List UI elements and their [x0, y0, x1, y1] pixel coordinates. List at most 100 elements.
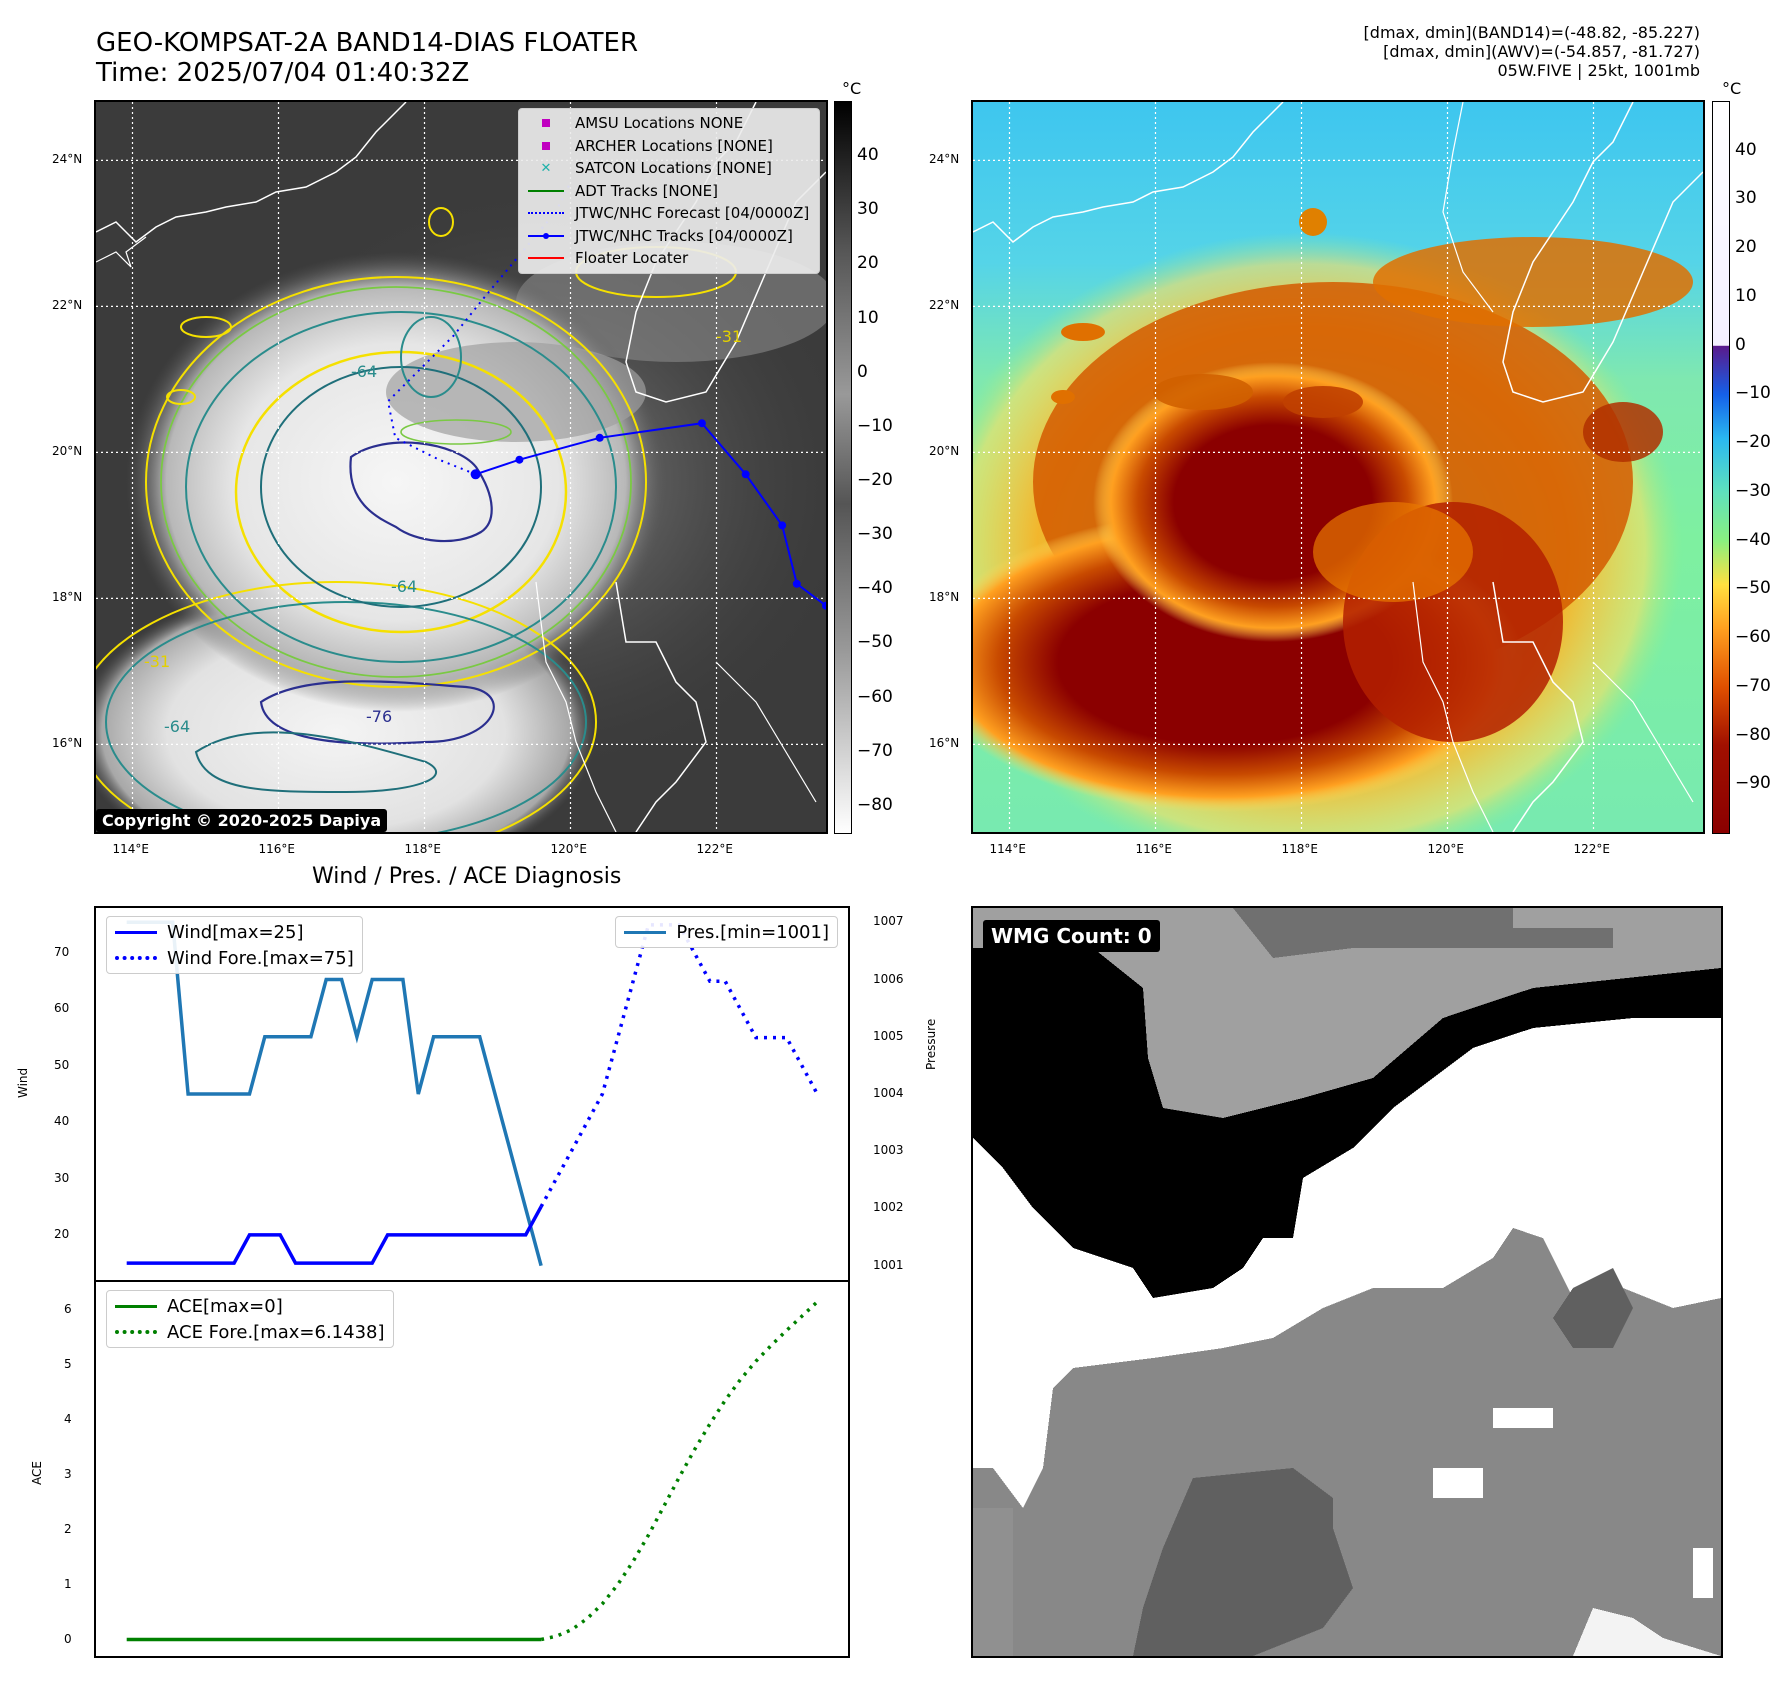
contour-label: -31 [716, 327, 742, 346]
lon-tick-label: 122°E [1573, 842, 1611, 856]
ir-map-panel: -31 -64 -76 -31 -64 -64 AMSU Locations N… [94, 100, 828, 834]
legend-item-archer: ARCHER Locations [NONE] [519, 135, 819, 158]
ace-tick-label: 1 [64, 1576, 72, 1591]
lat-tick-label: 16°N [929, 736, 960, 751]
ace-tick-label: 6 [64, 1301, 72, 1316]
blue-dotted-line-icon [115, 956, 157, 960]
pressure-tick-label: 1006 [873, 971, 904, 986]
ace-plot [126, 1300, 819, 1642]
colorbar-tick-label: −30 [1735, 480, 1771, 501]
awv-map [973, 102, 1703, 832]
colorbar-bw-unit: °C [842, 79, 862, 98]
legend-item-ace: ACE[max=0] [107, 1293, 393, 1319]
pressure-tick-label: 1005 [873, 1028, 904, 1043]
awv-map-panel [971, 100, 1705, 834]
colorbar-tick-label: −10 [1735, 383, 1771, 404]
colorbar-tick-label: −20 [1735, 432, 1771, 453]
colorbar-tick-label: −70 [857, 740, 893, 761]
info-band14-range: [dmax, dmin](BAND14)=(-48.82, -85.227) [1363, 23, 1700, 42]
figure-title: GEO-KOMPSAT-2A BAND14-DIAS FLOATER Time:… [96, 28, 638, 88]
wmg-map [973, 908, 1721, 1656]
track-point [778, 521, 787, 530]
pressure-tick-label: 1007 [873, 914, 904, 929]
legend-item-pressure: Pres.[min=1001] [616, 919, 837, 945]
wind-tick-label: 20 [54, 1226, 70, 1241]
legend-item-ace-forecast: ACE Fore.[max=6.1438] [107, 1319, 393, 1345]
legend-item-satcon: ✕ SATCON Locations [NONE] [519, 157, 819, 180]
ace-tick-label: 0 [64, 1631, 72, 1646]
wind-axis-label: Wind [16, 1067, 30, 1098]
wind-tick-label: 70 [54, 945, 70, 960]
lon-tick-label: 114°E [989, 842, 1027, 856]
contour-label: -64 [351, 362, 377, 381]
contour-label: -64 [391, 577, 417, 596]
teal-x-icon: ✕ [540, 160, 552, 176]
green-line-icon [525, 184, 567, 198]
lon-tick-label: 122°E [696, 842, 734, 856]
lat-tick-label: 20°N [52, 444, 83, 459]
ace-forecast-series-line [540, 1300, 819, 1642]
best-track-line [475, 422, 826, 607]
colorbar-tick-label: 40 [1735, 139, 1757, 160]
copyright-badge: Copyright © 2020-2025 Dapiya [96, 809, 388, 832]
lat-tick-label: 20°N [929, 444, 960, 459]
track-point [741, 470, 750, 479]
colorbar-tick-label: −40 [857, 578, 893, 599]
lat-tick-label: 18°N [929, 590, 960, 605]
ace-tick-label: 3 [64, 1466, 72, 1481]
title-satellite: GEO-KOMPSAT-2A BAND14-DIAS FLOATER [96, 28, 639, 58]
colorbar-tick-label: 10 [1735, 285, 1757, 306]
lat-tick-label: 22°N [52, 298, 83, 313]
wind-legend: Wind[max=25] Wind Fore.[max=75] [106, 916, 363, 974]
colorbar-tick-label: −40 [1735, 529, 1771, 550]
colorbar-tick-label: −20 [857, 470, 893, 491]
colorbar-tick-label: −10 [857, 415, 893, 436]
track-point [792, 579, 801, 588]
wind-tick-label: 60 [54, 1001, 70, 1016]
track-point [697, 419, 706, 428]
best-track-points [470, 419, 826, 610]
ace-legend: ACE[max=0] ACE Fore.[max=6.1438] [106, 1290, 394, 1348]
wind-tick-label: 30 [54, 1170, 70, 1185]
contour-label: -76 [366, 707, 392, 726]
wind-pres-chart: Wind[max=25] Wind Fore.[max=75] Pres.[mi… [94, 906, 850, 1282]
contour-labels: -31 -64 -76 -31 -64 -64 [144, 327, 742, 736]
ace-chart: ACE[max=0] ACE Fore.[max=6.1438] [94, 1280, 850, 1658]
colorbar-tick-label: −50 [1735, 578, 1771, 599]
figure-info: [dmax, dmin](BAND14)=(-48.82, -85.227) [… [1364, 23, 1700, 80]
contour-label: -64 [164, 717, 190, 736]
legend-item-forecast: JTWC/NHC Forecast [04/0000Z] [519, 202, 819, 225]
ace-tick-label: 4 [64, 1411, 72, 1426]
pressure-tick-label: 1002 [873, 1200, 904, 1215]
map-legend: AMSU Locations NONE ARCHER Locations [NO… [518, 108, 820, 274]
colorbar-tick-label: 30 [857, 199, 879, 220]
lon-tick-label: 118°E [404, 842, 442, 856]
track-point [515, 455, 524, 464]
colorbar-tick-label: −80 [857, 794, 893, 815]
pressure-series-line [126, 920, 543, 1267]
track-point [595, 433, 604, 442]
wind-forecast-series-line [539, 923, 819, 1208]
awv-gridlines [973, 102, 1703, 832]
blue-line-icon [115, 930, 157, 934]
colorbar-tick-label: −70 [1735, 675, 1771, 696]
pressure-legend: Pres.[min=1001] [615, 916, 838, 948]
ace-axis-label: ACE [30, 1461, 44, 1485]
magenta-square-icon [525, 116, 567, 130]
blue-dotted-line-icon [525, 206, 567, 220]
wmg-panel: WMG Count: 0 [971, 906, 1723, 1658]
colorbar-tick-label: 20 [1735, 237, 1757, 258]
lon-tick-label: 118°E [1281, 842, 1319, 856]
colorbar-tick-label: 40 [857, 145, 879, 166]
wmg-count-badge: WMG Count: 0 [983, 920, 1160, 952]
blue-line-dot-icon [525, 229, 567, 243]
red-line-icon [525, 251, 567, 265]
wind-series-line [126, 1205, 543, 1265]
lat-tick-label: 22°N [929, 298, 960, 313]
colorbar-tick-label: −50 [857, 632, 893, 653]
lon-tick-label: 116°E [258, 842, 296, 856]
colorbar-tick-label: 30 [1735, 188, 1757, 209]
colorbar-tick-label: −30 [857, 524, 893, 545]
ace-tick-label: 5 [64, 1356, 72, 1371]
legend-item-adt: ADT Tracks [NONE] [519, 180, 819, 203]
